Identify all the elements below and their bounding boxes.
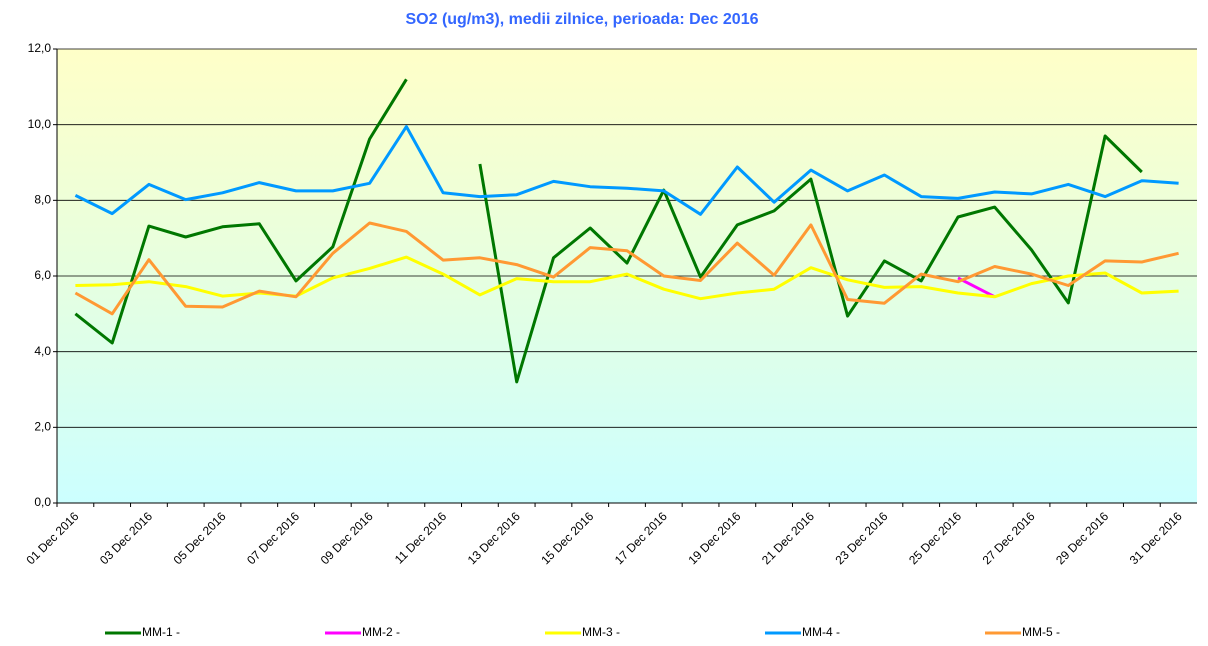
x-tick-label: 21 Dec 2016 [759, 509, 817, 567]
series-line [75, 255, 1179, 301]
x-tick-label: 11 Dec 2016 [392, 509, 450, 567]
y-tick-label: 8,0 [34, 193, 51, 207]
y-tick-label: 6,0 [34, 268, 51, 282]
y-tick-label: 2,0 [34, 420, 51, 434]
x-tick-label: 25 Dec 2016 [906, 509, 964, 567]
y-tick-label: 10,0 [28, 117, 52, 131]
x-tick-label: 19 Dec 2016 [685, 509, 743, 567]
x-tick-label: 15 Dec 2016 [538, 509, 596, 567]
series-line [957, 276, 996, 299]
y-tick-label: 12,0 [28, 41, 52, 55]
series-line [74, 221, 1179, 316]
x-tick-label: 01 Dec 2016 [23, 509, 81, 567]
x-tick-label: 17 Dec 2016 [612, 509, 670, 567]
x-tick-label: 09 Dec 2016 [318, 509, 376, 567]
x-tick-label: 29 Dec 2016 [1053, 509, 1111, 567]
legend-label: MM-2 - [362, 625, 400, 639]
x-tick-label: 07 Dec 2016 [244, 509, 302, 567]
chart-title: SO2 (ug/m3), medii zilnice, perioada: De… [405, 11, 758, 28]
y-tick-label: 0,0 [34, 495, 51, 509]
legend-label: MM-4 - [802, 625, 840, 639]
y-tick-label: 4,0 [34, 344, 51, 358]
legend-label: MM-3 - [582, 625, 620, 639]
x-tick-label: 13 Dec 2016 [465, 509, 523, 567]
x-tick-label: 05 Dec 2016 [171, 509, 229, 567]
legend-label: MM-1 - [142, 625, 180, 639]
legend-label: MM-5 - [1022, 625, 1060, 639]
x-tick-label: 03 Dec 2016 [97, 509, 155, 567]
x-tick-label: 27 Dec 2016 [980, 509, 1038, 567]
series-line [74, 125, 1179, 216]
x-tick-label: 31 Dec 2016 [1127, 509, 1185, 567]
x-tick-label: 23 Dec 2016 [833, 509, 891, 567]
